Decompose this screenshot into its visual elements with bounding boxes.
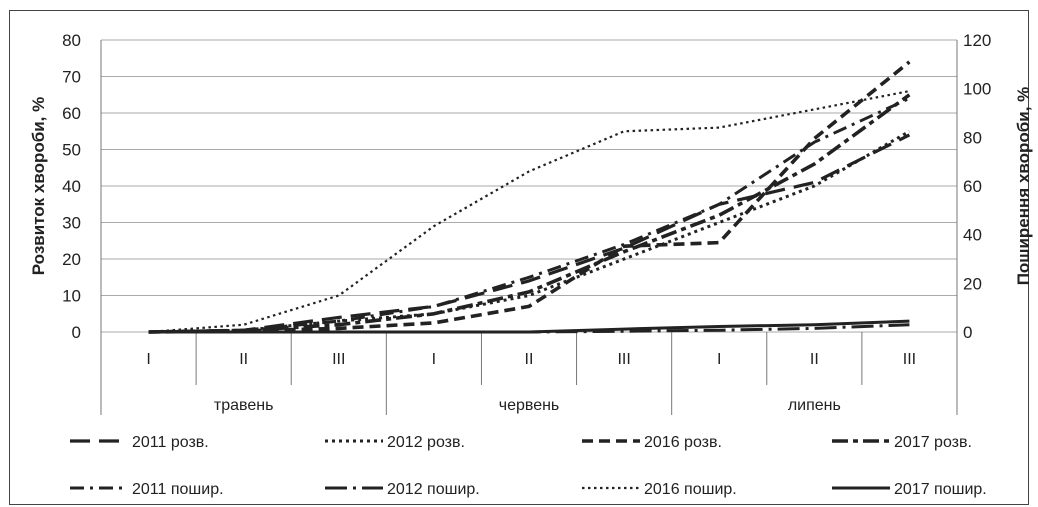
y-axis-title: Розвиток хвороби, % xyxy=(29,97,48,276)
y2-tick-label: 0 xyxy=(963,323,972,342)
category-label: III xyxy=(617,351,630,368)
y-tick-label: 80 xyxy=(62,31,81,50)
series-line-5 xyxy=(148,97,911,334)
series-line-8 xyxy=(148,319,910,334)
series-line-7 xyxy=(148,90,910,334)
group-label: червень xyxy=(499,397,560,414)
category-label: III xyxy=(332,351,345,368)
y-tick-label: 70 xyxy=(62,68,81,87)
category-label: II xyxy=(525,351,534,368)
series-line-1 xyxy=(148,133,911,334)
legend-label: 2016 розв. xyxy=(644,434,722,451)
legend-label: 2012 пошир. xyxy=(387,481,480,498)
group-label: липень xyxy=(788,397,841,414)
y-tick-label: 20 xyxy=(62,250,81,269)
category-label: I xyxy=(432,351,436,368)
y2-tick-label: 40 xyxy=(963,226,982,245)
y-tick-label: 10 xyxy=(62,287,81,306)
y-tick-label: 30 xyxy=(62,214,81,233)
category-label: III xyxy=(903,351,916,368)
category-label: II xyxy=(810,351,819,368)
series-line-4 xyxy=(148,93,911,334)
y-tick-label: 40 xyxy=(62,177,81,196)
category-label: I xyxy=(146,351,150,368)
y2-tick-label: 120 xyxy=(963,31,991,50)
y2-tick-label: 80 xyxy=(963,128,982,147)
category-label: I xyxy=(717,351,721,368)
group-label: травень xyxy=(214,397,274,414)
category-label: II xyxy=(239,351,248,368)
y-tick-label: 60 xyxy=(62,104,81,123)
legend-label: 2011 розв. xyxy=(132,434,209,451)
y2-tick-label: 20 xyxy=(963,274,982,293)
y2-axis-title: Поширення хвороби, % xyxy=(1014,87,1033,286)
legend-label: 2011 пошир. xyxy=(132,481,224,498)
y-tick-label: 50 xyxy=(62,141,81,160)
chart-frame xyxy=(9,10,1029,505)
legend-label: 2017 розв. xyxy=(894,434,972,451)
y-tick-label: 0 xyxy=(72,323,81,342)
y2-tick-label: 60 xyxy=(963,177,982,196)
legend-label: 2012 розв. xyxy=(387,434,465,451)
y2-tick-label: 100 xyxy=(963,80,991,99)
legend-label: 2017 пошир. xyxy=(894,481,987,498)
legend-label: 2016 пошир. xyxy=(644,481,737,498)
